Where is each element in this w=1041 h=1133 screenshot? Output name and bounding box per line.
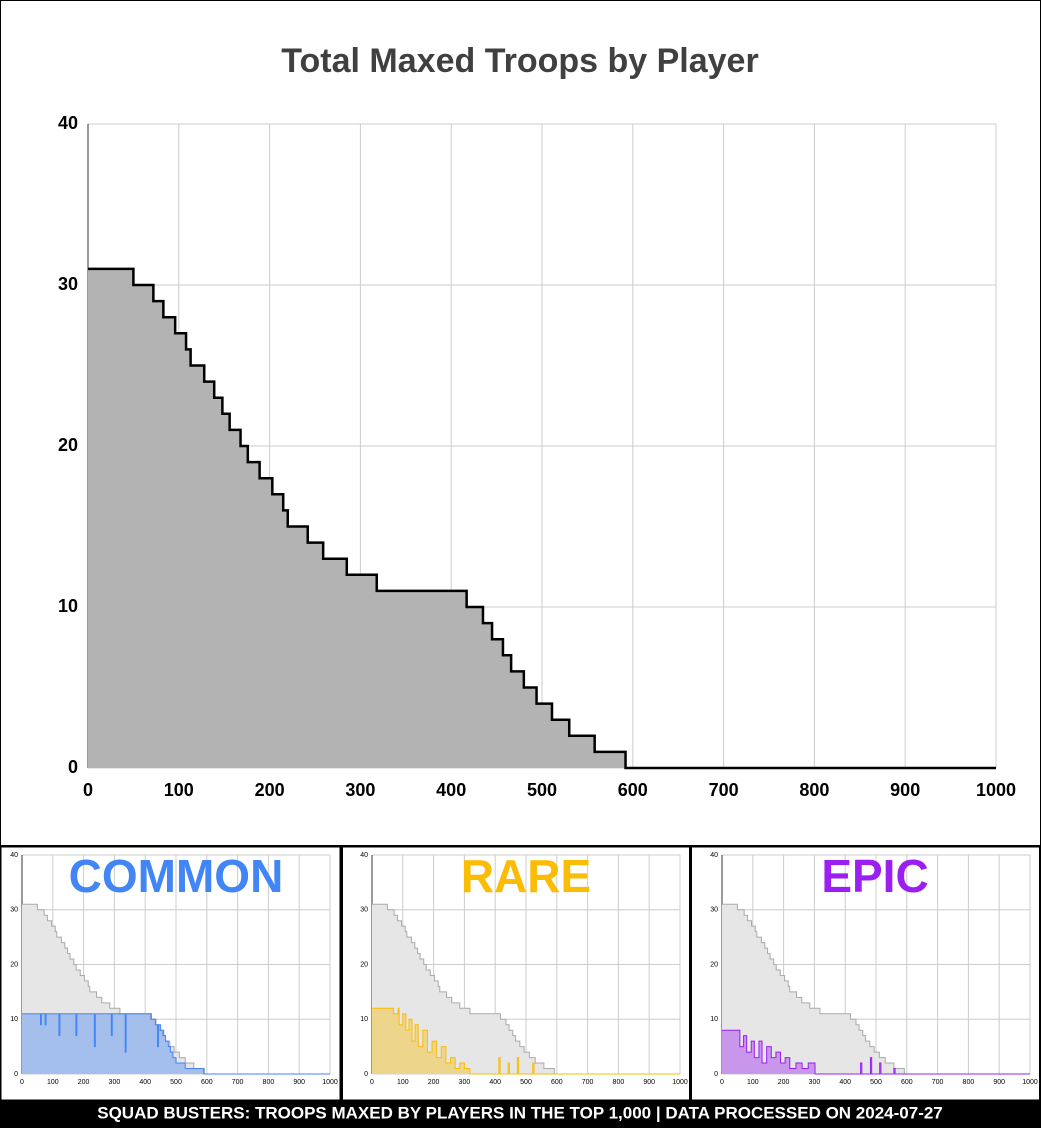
x-tick-label: 1000 bbox=[672, 1079, 688, 1086]
x-tick-label: 900 bbox=[293, 1079, 305, 1086]
x-tick-label: 400 bbox=[139, 1079, 151, 1086]
x-tick-label: 500 bbox=[527, 780, 557, 800]
x-tick-label: 600 bbox=[201, 1079, 213, 1086]
x-tick-label: 700 bbox=[709, 780, 739, 800]
y-tick-label: 10 bbox=[10, 1016, 18, 1023]
x-tick-label: 600 bbox=[901, 1079, 913, 1086]
x-tick-label: 300 bbox=[459, 1079, 471, 1086]
x-tick-label: 900 bbox=[993, 1079, 1005, 1086]
reference-area bbox=[372, 904, 680, 1074]
y-tick-label: 0 bbox=[68, 757, 78, 777]
x-tick-label: 700 bbox=[232, 1079, 244, 1086]
x-tick-label: 200 bbox=[255, 780, 285, 800]
y-tick-label: 10 bbox=[710, 1016, 718, 1023]
x-tick-label: 1000 bbox=[322, 1079, 338, 1086]
x-tick-label: 0 bbox=[370, 1079, 374, 1086]
x-tick-label: 200 bbox=[428, 1079, 440, 1086]
reference-area bbox=[722, 904, 1030, 1074]
x-tick-label: 800 bbox=[799, 780, 829, 800]
y-tick-label: 40 bbox=[710, 852, 718, 859]
x-tick-label: 800 bbox=[613, 1079, 625, 1086]
y-tick-label: 0 bbox=[714, 1071, 718, 1078]
x-tick-label: 900 bbox=[643, 1079, 655, 1086]
x-tick-label: 700 bbox=[932, 1079, 944, 1086]
chart-title: COMMON bbox=[69, 850, 284, 902]
x-tick-label: 0 bbox=[83, 780, 93, 800]
line bbox=[372, 1007, 680, 1075]
x-tick-label: 200 bbox=[778, 1079, 790, 1086]
x-tick-label: 400 bbox=[839, 1079, 851, 1086]
y-tick-label: 30 bbox=[58, 274, 78, 294]
x-tick-label: 100 bbox=[164, 780, 194, 800]
chart-title: Total Maxed Troops by Player bbox=[281, 42, 758, 80]
x-tick-label: 1000 bbox=[976, 780, 1016, 800]
x-tick-label: 800 bbox=[263, 1079, 275, 1086]
y-tick-label: 20 bbox=[360, 961, 368, 968]
y-tick-label: 10 bbox=[360, 1016, 368, 1023]
x-tick-label: 300 bbox=[809, 1079, 821, 1086]
x-tick-label: 300 bbox=[345, 780, 375, 800]
y-tick-label: 30 bbox=[710, 907, 718, 914]
x-tick-label: 400 bbox=[489, 1079, 501, 1086]
reference-area bbox=[22, 904, 330, 1074]
y-tick-label: 40 bbox=[10, 852, 18, 859]
y-tick-label: 20 bbox=[710, 961, 718, 968]
x-tick-label: 500 bbox=[870, 1079, 882, 1086]
x-tick-label: 100 bbox=[397, 1079, 409, 1086]
x-tick-label: 0 bbox=[20, 1079, 24, 1086]
x-tick-label: 500 bbox=[520, 1079, 532, 1086]
x-tick-label: 100 bbox=[47, 1079, 59, 1086]
area bbox=[88, 268, 996, 768]
x-tick-label: 400 bbox=[436, 780, 466, 800]
footer-bar bbox=[0, 1100, 1041, 1128]
x-tick-label: 0 bbox=[720, 1079, 724, 1086]
y-tick-label: 20 bbox=[58, 435, 78, 455]
reference-line bbox=[722, 903, 1030, 1075]
x-tick-label: 1000 bbox=[1022, 1079, 1038, 1086]
chart-title: EPIC bbox=[821, 850, 928, 902]
y-tick-label: 40 bbox=[58, 113, 78, 133]
reference-line bbox=[22, 903, 330, 1075]
y-tick-label: 30 bbox=[360, 907, 368, 914]
x-tick-label: 800 bbox=[963, 1079, 975, 1086]
area bbox=[22, 1013, 330, 1074]
x-tick-label: 600 bbox=[618, 780, 648, 800]
footer: SQUAD BUSTERS: TROOPS MAXED BY PLAYERS I… bbox=[97, 1103, 943, 1122]
x-tick-label: 700 bbox=[582, 1079, 594, 1086]
x-tick-label: 600 bbox=[551, 1079, 563, 1086]
x-tick-label: 900 bbox=[890, 780, 920, 800]
line bbox=[22, 1013, 330, 1075]
y-tick-label: 0 bbox=[14, 1071, 18, 1078]
x-tick-label: 100 bbox=[747, 1079, 759, 1086]
y-tick-label: 20 bbox=[10, 961, 18, 968]
y-tick-label: 10 bbox=[58, 596, 78, 616]
x-tick-label: 300 bbox=[109, 1079, 121, 1086]
reference-line bbox=[372, 903, 680, 1075]
y-tick-label: 0 bbox=[364, 1071, 368, 1078]
line bbox=[722, 1029, 1030, 1075]
x-tick-label: 500 bbox=[170, 1079, 182, 1086]
chart-title: RARE bbox=[461, 850, 591, 902]
y-tick-label: 30 bbox=[10, 907, 18, 914]
x-tick-label: 200 bbox=[78, 1079, 90, 1086]
y-tick-label: 40 bbox=[360, 852, 368, 859]
line bbox=[88, 267, 996, 770]
